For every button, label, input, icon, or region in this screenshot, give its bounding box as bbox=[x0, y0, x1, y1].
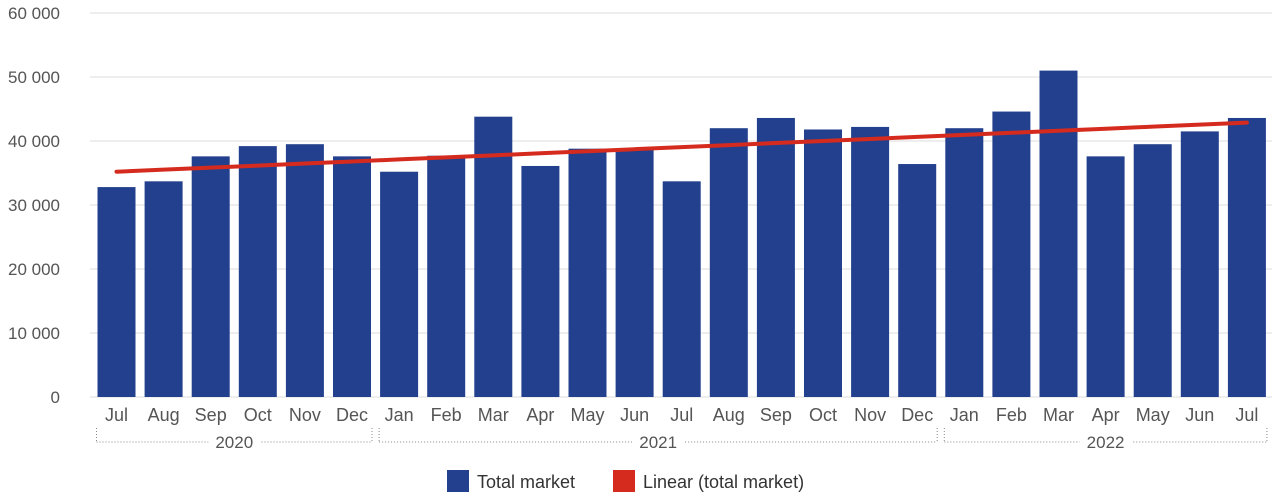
x-tick-label: May bbox=[1136, 405, 1170, 425]
bar bbox=[662, 181, 701, 397]
group-label-bg bbox=[632, 432, 685, 452]
group-label: 2021 bbox=[639, 433, 677, 452]
bar bbox=[427, 155, 466, 397]
y-tick-label: 30 000 bbox=[8, 196, 60, 215]
x-tick-label: Jan bbox=[950, 405, 979, 425]
x-tick-label: Mar bbox=[1043, 405, 1074, 425]
y-tick-label: 50 000 bbox=[8, 68, 60, 87]
legend-label-total-market: Total market bbox=[477, 472, 575, 492]
x-tick-label: Oct bbox=[244, 405, 272, 425]
bar bbox=[851, 126, 890, 398]
bar bbox=[615, 148, 654, 397]
group-label: 2022 bbox=[1087, 433, 1125, 452]
x-tick-label: Nov bbox=[854, 405, 886, 425]
x-tick-label: Dec bbox=[901, 405, 933, 425]
legend-swatch-total-market bbox=[447, 470, 469, 492]
bars-total-market bbox=[97, 70, 1266, 398]
group-label: 2020 bbox=[215, 433, 253, 452]
x-tick-label: Oct bbox=[809, 405, 837, 425]
legend-swatch-linear bbox=[613, 470, 635, 492]
bar bbox=[144, 181, 183, 397]
bar bbox=[898, 164, 937, 397]
x-tick-label: Jun bbox=[1185, 405, 1214, 425]
bar bbox=[474, 116, 513, 398]
trendline bbox=[114, 120, 1249, 174]
x-tick-label: Sep bbox=[195, 405, 227, 425]
x-tick-label: Dec bbox=[336, 405, 368, 425]
x-tick-label: Aug bbox=[148, 405, 180, 425]
year-groups: 2020 2021 2022 bbox=[96, 428, 1268, 452]
bar bbox=[1039, 70, 1078, 397]
x-tick-label: Jul bbox=[670, 405, 693, 425]
legend-label-linear: Linear (total market) bbox=[643, 472, 804, 492]
x-tick-label: Jul bbox=[1235, 405, 1258, 425]
x-tick-label: Sep bbox=[760, 405, 792, 425]
bar bbox=[1180, 131, 1219, 397]
x-tick-label: Apr bbox=[1092, 405, 1120, 425]
y-axis-ticks: 0 10 000 20 000 30 000 40 000 50 000 60 000 bbox=[8, 4, 60, 407]
y-tick-label: 10 000 bbox=[8, 324, 60, 343]
y-tick-label: 0 bbox=[51, 388, 60, 407]
x-tick-label: Feb bbox=[996, 405, 1027, 425]
y-tick-label: 20 000 bbox=[8, 260, 60, 279]
bar bbox=[1133, 144, 1172, 397]
bar bbox=[333, 156, 371, 397]
bar bbox=[756, 117, 795, 398]
y-tick-label: 60 000 bbox=[8, 4, 60, 23]
bar bbox=[521, 165, 560, 397]
x-tick-label: Apr bbox=[526, 405, 554, 425]
bar bbox=[191, 156, 230, 397]
bar bbox=[238, 146, 277, 397]
bar bbox=[709, 128, 748, 397]
x-axis-ticks: Jul Aug Sep Oct Nov Dec Jan Feb Mar Apr May Jun Jul A… bbox=[105, 405, 1258, 425]
bar bbox=[1227, 117, 1266, 398]
group-label-bg bbox=[208, 432, 261, 452]
x-tick-label: Feb bbox=[431, 405, 462, 425]
group-label-bg bbox=[1079, 432, 1132, 452]
bar bbox=[97, 187, 136, 397]
legend: Total market Linear (total market) bbox=[447, 470, 804, 492]
x-tick-label: Aug bbox=[713, 405, 745, 425]
x-tick-label: Nov bbox=[289, 405, 321, 425]
bar bbox=[568, 148, 607, 397]
x-tick-label: Jan bbox=[385, 405, 414, 425]
bar bbox=[380, 171, 419, 397]
bar bbox=[992, 111, 1031, 397]
trendline-linear bbox=[114, 120, 1249, 174]
x-tick-label: Jul bbox=[105, 405, 128, 425]
x-tick-label: Mar bbox=[478, 405, 509, 425]
bar bbox=[285, 144, 324, 397]
bar bbox=[945, 128, 984, 397]
x-tick-label: May bbox=[570, 405, 604, 425]
x-tick-label: Jun bbox=[620, 405, 649, 425]
y-tick-label: 40 000 bbox=[8, 132, 60, 151]
bar bbox=[1086, 156, 1125, 397]
bar bbox=[804, 129, 842, 398]
